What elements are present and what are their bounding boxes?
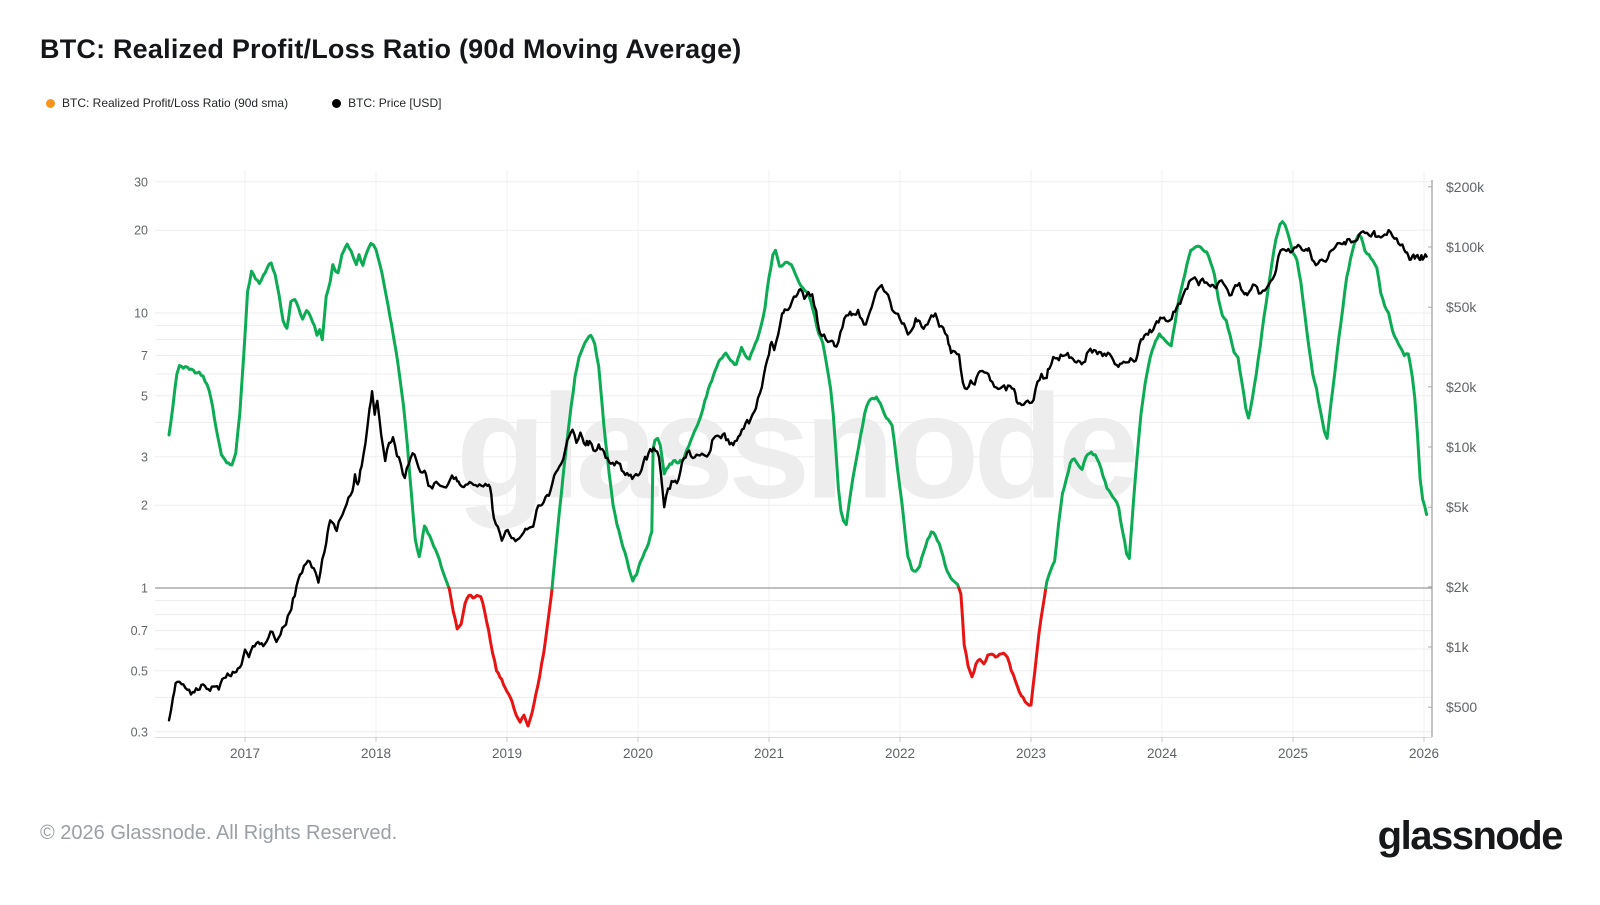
svg-text:$500: $500 xyxy=(1446,699,1477,715)
ratio-line-loss-segment xyxy=(447,586,554,728)
svg-text:2019: 2019 xyxy=(492,746,522,761)
x-axis-ticks xyxy=(244,737,1425,742)
glassnode-watermark: glassnode xyxy=(456,365,1136,530)
right-axis-labels: $200k $100k $50k $20k $10k $5k $2k $1k $500 xyxy=(1446,179,1485,715)
svg-text:0.5: 0.5 xyxy=(131,664,148,678)
ratio-legend-label: BTC: Realized Profit/Loss Ratio (90d sma… xyxy=(62,96,289,110)
svg-text:2017: 2017 xyxy=(230,746,260,761)
ratio-line-profit-segment xyxy=(550,248,961,590)
svg-text:2023: 2023 xyxy=(1016,746,1046,761)
page-title: BTC: Realized Profit/Loss Ratio (90d Mov… xyxy=(40,34,742,64)
svg-text:$20k: $20k xyxy=(1446,379,1477,395)
svg-text:$2k: $2k xyxy=(1446,579,1470,595)
svg-text:2024: 2024 xyxy=(1147,746,1178,761)
svg-text:2021: 2021 xyxy=(754,746,784,761)
svg-text:$100k: $100k xyxy=(1446,239,1485,255)
svg-text:0.7: 0.7 xyxy=(131,624,148,638)
copyright-text: © 2026 Glassnode. All Rights Reserved. xyxy=(40,822,398,844)
svg-text:$50k: $50k xyxy=(1446,299,1477,315)
svg-text:2022: 2022 xyxy=(885,746,915,761)
svg-text:0.3: 0.3 xyxy=(131,725,148,739)
glassnode-logo[interactable]: glassnode xyxy=(1377,814,1564,858)
ratio-line-profit-segment xyxy=(1044,220,1429,590)
horizontal-gridlines xyxy=(155,181,1432,733)
svg-text:$1k: $1k xyxy=(1446,639,1470,655)
x-axis-labels: 2017 2018 2019 2020 2021 2022 2023 2024 2025 2026 xyxy=(230,746,1439,761)
svg-text:$5k: $5k xyxy=(1446,499,1470,515)
left-axis-labels: 30 20 10 7 5 3 2 1 0.7 0.5 0.3 xyxy=(131,175,148,739)
svg-text:7: 7 xyxy=(141,349,148,363)
vertical-gridlines xyxy=(244,170,1425,737)
svg-text:30: 30 xyxy=(134,175,148,189)
svg-text:2026: 2026 xyxy=(1409,746,1439,761)
svg-text:5: 5 xyxy=(141,389,148,403)
ratio-line-loss-segment xyxy=(957,586,1048,707)
svg-text:3: 3 xyxy=(141,450,148,464)
price-legend-dot-icon xyxy=(332,98,342,108)
svg-text:$200k: $200k xyxy=(1446,179,1485,195)
ratio-line-profit-segment xyxy=(167,242,451,590)
price-legend-label: BTC: Price [USD] xyxy=(348,96,442,110)
svg-text:10: 10 xyxy=(134,307,148,321)
svg-text:$10k: $10k xyxy=(1446,439,1477,455)
legend-item-ratio[interactable]: BTC: Realized Profit/Loss Ratio (90d sma… xyxy=(46,96,288,110)
legend-item-price[interactable]: BTC: Price [USD] xyxy=(332,96,441,110)
chart-legend: BTC: Realized Profit/Loss Ratio (90d sma… xyxy=(46,96,441,110)
svg-text:2020: 2020 xyxy=(623,746,653,761)
svg-text:20: 20 xyxy=(134,224,148,238)
ratio-line xyxy=(167,220,1429,728)
svg-text:2018: 2018 xyxy=(361,746,391,761)
ratio-legend-dot-icon xyxy=(46,98,55,108)
price-line xyxy=(167,228,1428,722)
right-axis-ticks xyxy=(1428,186,1432,708)
svg-text:2: 2 xyxy=(141,499,148,513)
svg-text:1: 1 xyxy=(141,582,148,596)
svg-text:2025: 2025 xyxy=(1278,746,1308,761)
